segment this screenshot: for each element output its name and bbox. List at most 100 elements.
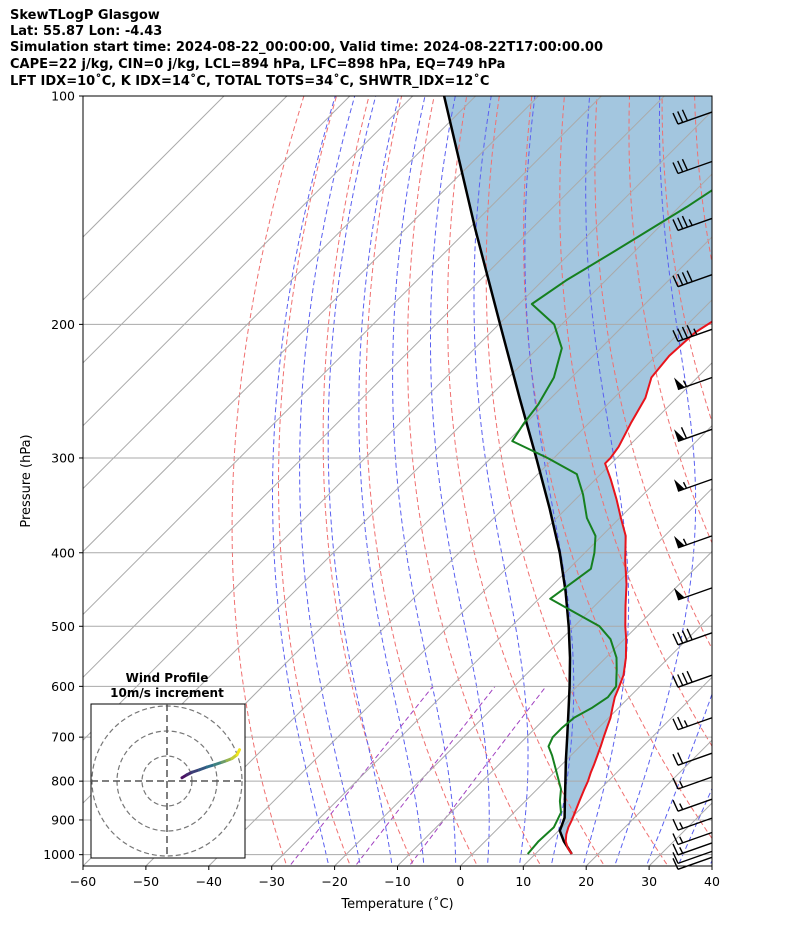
wind-barb-flag — [672, 633, 679, 646]
wind-barb-flag — [672, 675, 679, 688]
wind-barb-halfflag — [679, 781, 684, 788]
isotherm — [83, 110, 712, 741]
moist-adiabat — [708, 859, 712, 866]
isotherm — [83, 96, 539, 553]
wind-barb-staff — [677, 776, 713, 790]
wind-barb-halfflag — [679, 846, 684, 854]
wind-barb — [672, 109, 713, 125]
wind-barb-staff — [677, 535, 713, 549]
wind-barb-halfflag — [688, 219, 693, 226]
wind-barb-flag — [677, 674, 684, 686]
wind-barb — [672, 670, 713, 688]
wind-barb-staff — [677, 752, 713, 766]
x-tick-label: 10 — [515, 874, 531, 889]
wind-barb-flag — [686, 270, 693, 282]
wind-barb-pennant — [674, 587, 685, 600]
y-tick-label: 900 — [51, 812, 75, 827]
wind-barb-flag — [672, 753, 679, 766]
wind-barb — [672, 831, 713, 846]
wind-barb — [672, 842, 713, 856]
mixing-ratio-line — [288, 686, 434, 866]
y-tick-label: 300 — [51, 450, 75, 465]
wind-barb-flag — [672, 818, 679, 831]
wind-barb-flag — [686, 325, 693, 337]
moist-adiabat — [392, 96, 457, 866]
wind-barb-staff — [677, 428, 713, 442]
wind-barb-staff — [677, 831, 713, 846]
moist-adiabat — [739, 96, 794, 871]
x-tick-label: −30 — [259, 874, 285, 889]
hodograph-title: Wind Profile — [126, 671, 209, 685]
simulation-times: Simulation start time: 2024-08-22_00:00:… — [10, 40, 603, 55]
y-tick-label: 100 — [51, 89, 75, 104]
moist-adiabat — [645, 692, 712, 866]
wind-barb-staff — [677, 328, 713, 342]
hodograph-area — [91, 704, 245, 858]
wind-barb-flag — [677, 273, 684, 286]
wind-barb — [672, 215, 713, 232]
wind-barb — [674, 427, 713, 442]
wind-barb-flag — [672, 843, 679, 856]
wind-barb-staff — [677, 376, 713, 391]
wind-barb-halfflag — [683, 720, 689, 727]
wind-barb — [672, 716, 713, 731]
mixing-ratio-line — [408, 686, 547, 866]
wind-barb-flag — [677, 217, 684, 230]
wind-barb-staff — [677, 217, 713, 232]
moist-adiabat — [677, 787, 712, 866]
moist-adiabat — [614, 96, 697, 866]
wind-barb-flag — [677, 752, 684, 764]
wind-barb-flag — [686, 628, 693, 641]
isotherm — [83, 96, 414, 427]
wind-barb-halfflag — [682, 380, 688, 387]
wind-barb-flag — [672, 799, 679, 812]
moist-adiabat — [358, 96, 425, 866]
wind-barb-flag — [681, 272, 689, 284]
x-tick-label: 30 — [641, 874, 657, 889]
wind-barb — [672, 752, 713, 766]
y-axis-label: Pressure (hPa) — [19, 434, 34, 527]
wind-barb-flag — [677, 631, 684, 644]
wind-barb-staff — [677, 842, 713, 856]
wind-barb — [674, 535, 713, 549]
wind-barb-flag — [677, 111, 684, 123]
cape-area — [444, 96, 712, 854]
wind-barb-staff — [677, 160, 713, 175]
isotherm — [334, 487, 712, 866]
wind-barb-pennant — [674, 479, 685, 492]
wind-barb-flag — [677, 328, 684, 340]
stability-indices-1: CAPE=22 j/kg, CIN=0 j/kg, LCL=894 hPa, L… — [10, 57, 506, 72]
wind-barb-flag — [677, 160, 684, 173]
y-tick-label: 1000 — [43, 847, 75, 862]
wind-barb-halfflag — [682, 481, 688, 489]
wind-barb-halfflag — [679, 803, 684, 810]
wind-barb-staff — [677, 478, 713, 492]
wind-barb — [672, 158, 713, 175]
wind-barb-staff — [677, 856, 713, 870]
dry-adiabat — [365, 96, 478, 866]
wind-barb-staff — [677, 717, 713, 731]
x-tick-label: −20 — [321, 874, 347, 889]
x-tick-label: 20 — [578, 874, 594, 889]
dry-adiabat — [791, 79, 794, 871]
wind-barb-flag — [672, 852, 679, 864]
wind-barb-staff — [677, 632, 713, 646]
x-axis-label: Temperature (˚C) — [340, 896, 453, 912]
wind-barb-staff — [677, 850, 713, 865]
wind-barb-flag — [686, 670, 693, 683]
wind-barb — [672, 817, 713, 831]
y-tick-label: 800 — [51, 774, 75, 789]
wind-barb-halfflag — [682, 538, 688, 546]
y-tick-label: 200 — [51, 317, 75, 332]
isotherm — [83, 96, 288, 301]
moist-adiabat — [473, 96, 529, 866]
wind-barb-staff — [677, 817, 713, 831]
wind-barb-flag — [672, 858, 679, 870]
wind-barb-flag — [672, 718, 679, 731]
wind-barb-staff — [677, 674, 713, 688]
wind-barb — [672, 270, 713, 288]
dewpoint-line — [511, 189, 712, 855]
stability-indices-2: LFT IDX=10˚C, K IDX=14˚C, TOTAL TOTS=34˚… — [10, 74, 490, 89]
dry-adiabat — [594, 96, 712, 650]
